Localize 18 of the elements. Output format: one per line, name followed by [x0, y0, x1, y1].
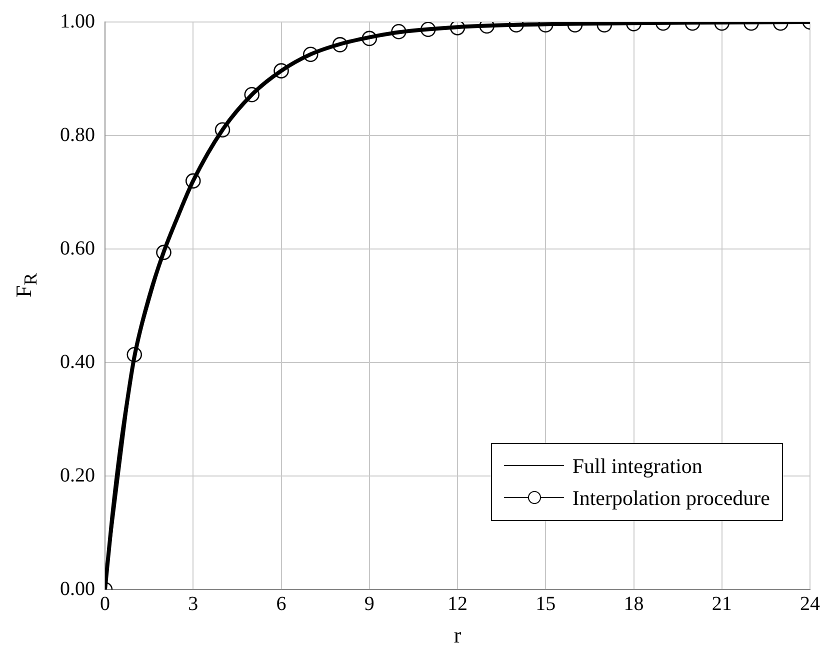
legend-label: Interpolation procedure — [572, 486, 770, 510]
x-tick-label: 6 — [276, 592, 286, 615]
x-tick-label: 9 — [364, 592, 374, 615]
x-tick-label: 0 — [100, 592, 110, 615]
x-tick-label: 24 — [800, 592, 820, 615]
x-tick-label: 12 — [448, 592, 468, 615]
y-tick-label: 0.20 — [60, 464, 95, 486]
x-tick-label: 3 — [188, 592, 198, 615]
y-tick-label: 1.00 — [60, 10, 95, 32]
x-tick-label: 15 — [536, 592, 556, 615]
x-tick-label: 18 — [624, 592, 644, 615]
y-tick-label: 0.00 — [60, 578, 95, 600]
y-tick-label: 0.80 — [60, 124, 95, 146]
x-axis-title: r — [454, 622, 462, 648]
legend-label: Full integration — [572, 454, 702, 478]
y-tick-label: 0.40 — [60, 350, 95, 373]
x-tick-label: 21 — [712, 592, 732, 615]
y-tick-label: 0.60 — [60, 237, 95, 260]
